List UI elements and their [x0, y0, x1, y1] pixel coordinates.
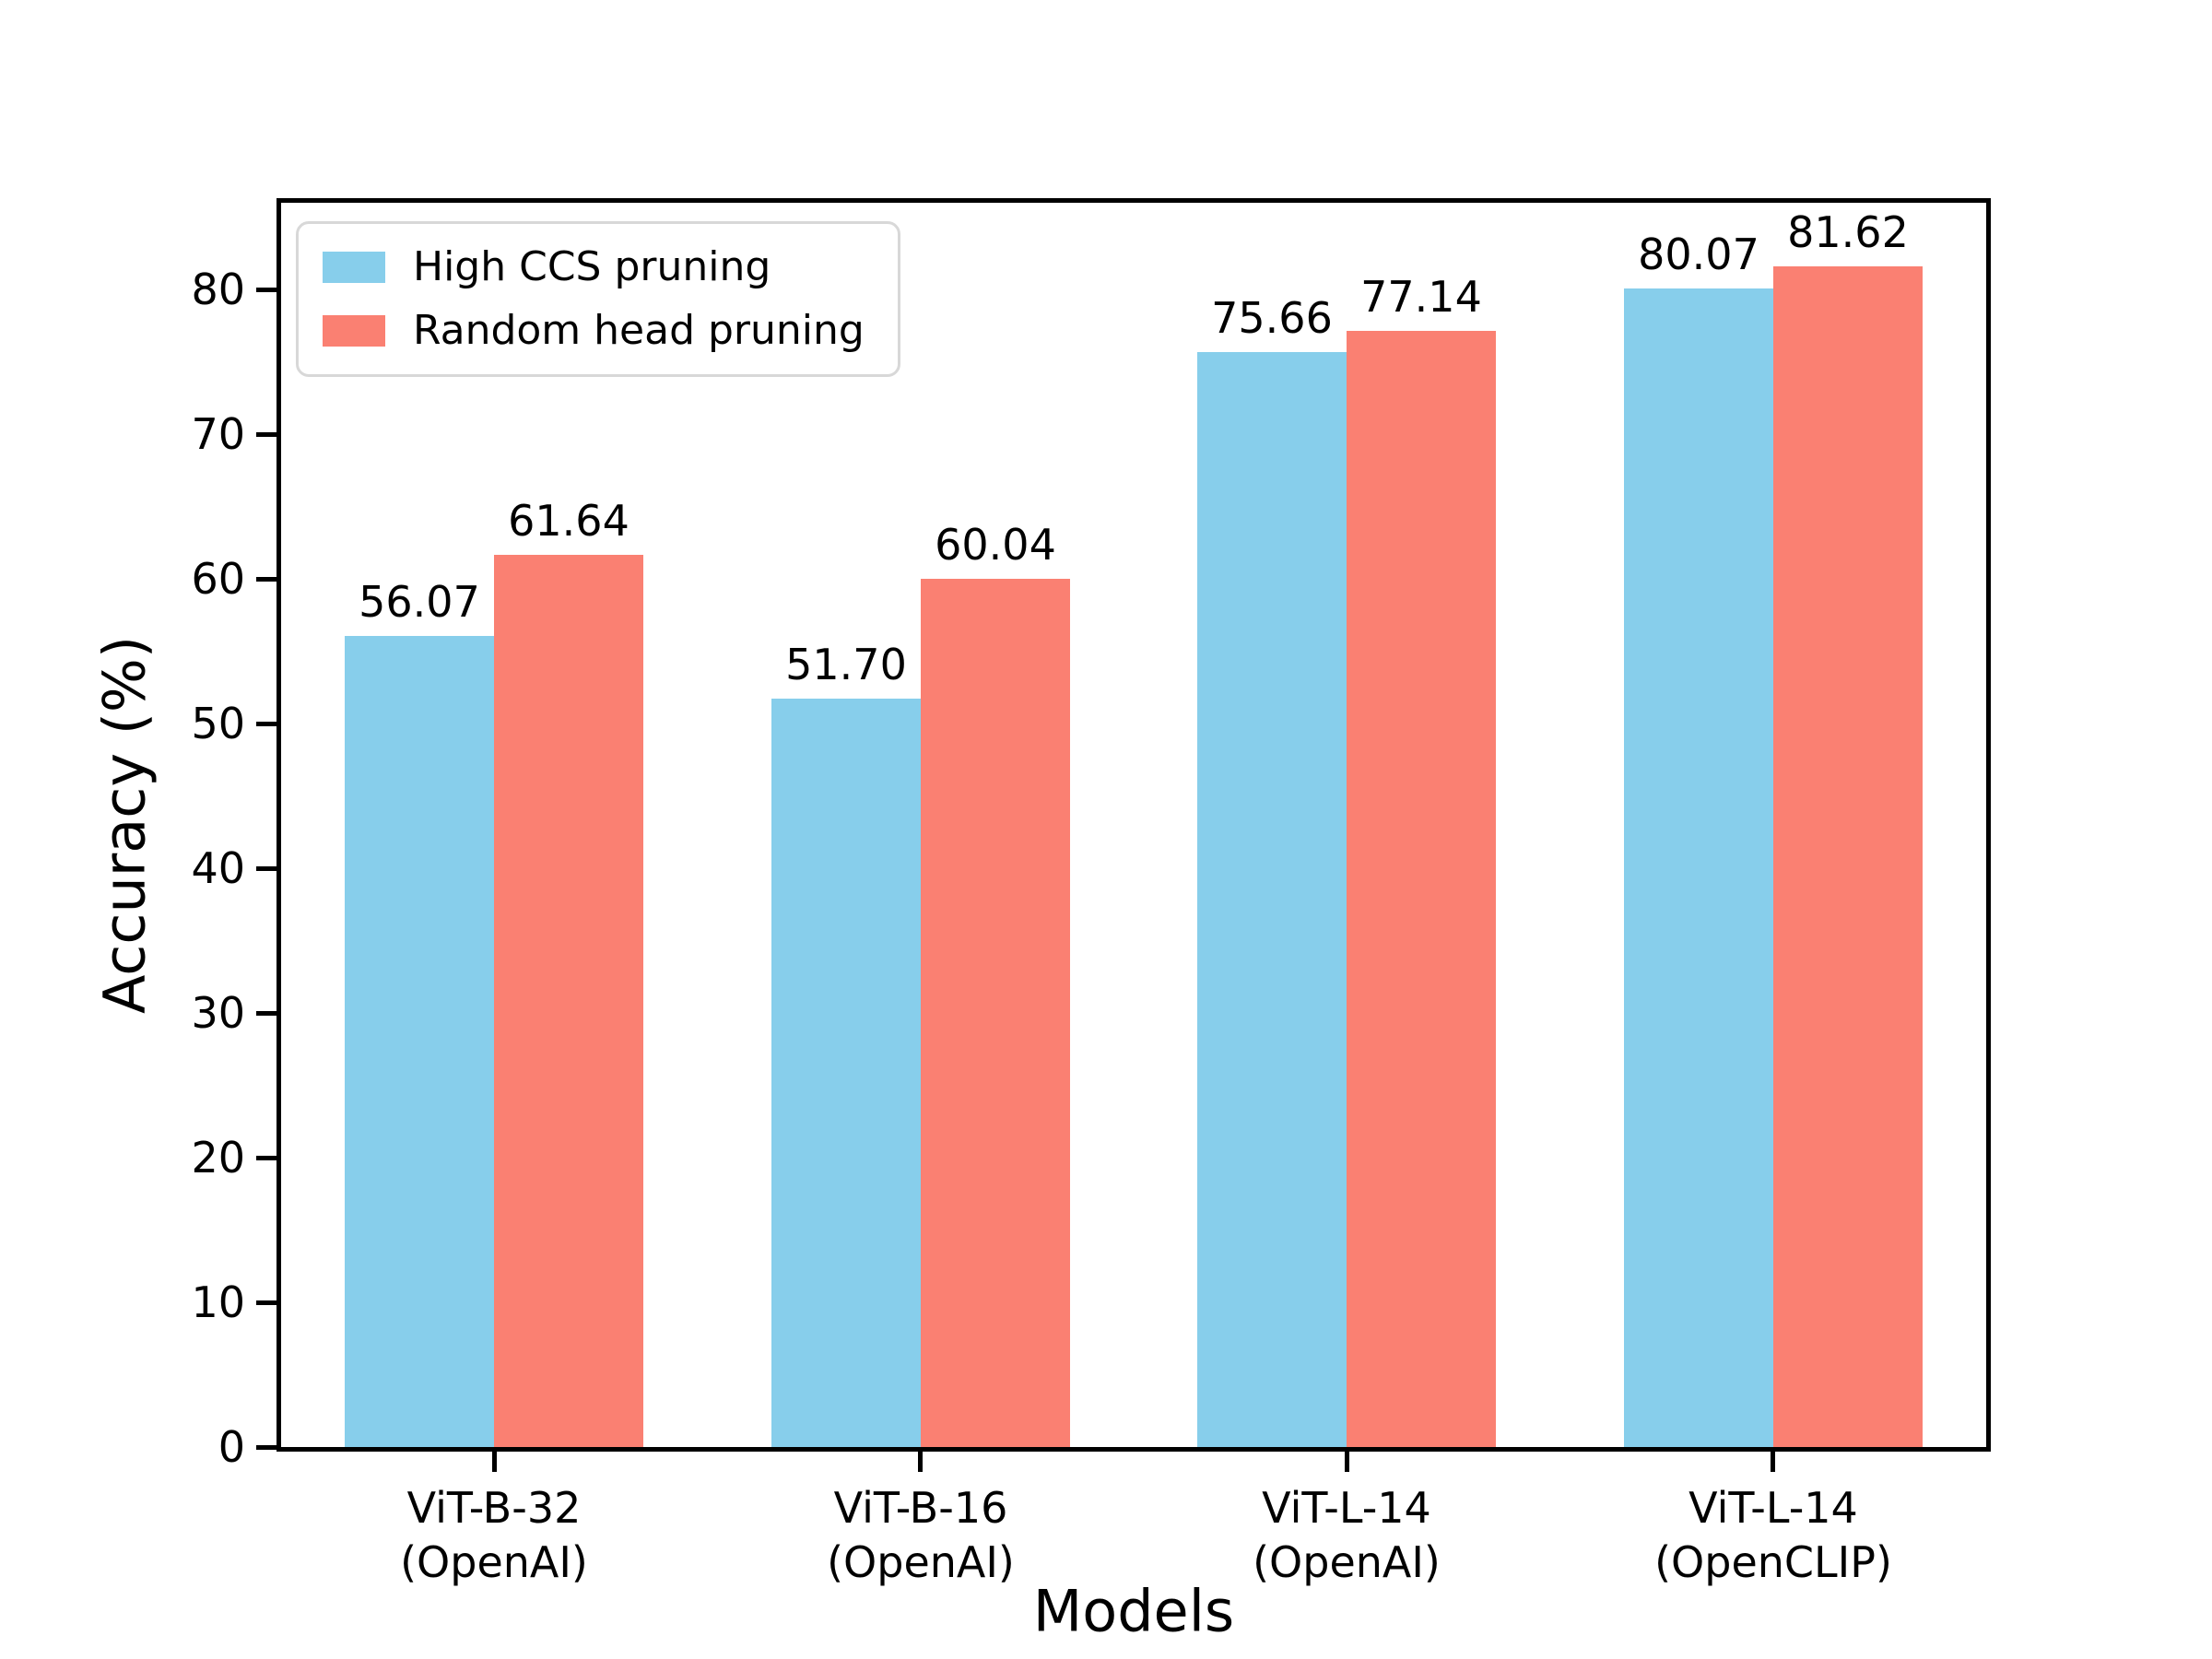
y-tick-label: 80: [191, 265, 245, 314]
bar-value-label: 75.66: [1211, 293, 1333, 343]
y-tick-mark: [256, 866, 276, 871]
x-tick-mark: [492, 1452, 497, 1472]
plot-area: High CCS pruning Random head pruning 56.…: [276, 198, 1991, 1452]
y-tick-mark: [256, 722, 276, 726]
bar-value-label: 56.07: [359, 577, 480, 627]
x-category-label: ViT-B-32 (OpenAI): [400, 1483, 588, 1587]
x-axis-title: Models: [1032, 1577, 1235, 1645]
x-category-label: ViT-L-14 (OpenCLIP): [1654, 1483, 1892, 1587]
y-tick-label: 30: [191, 988, 245, 1038]
bar-value-label: 77.14: [1360, 272, 1482, 322]
y-tick-mark: [256, 1445, 276, 1450]
x-category-label: ViT-L-14 (OpenAI): [1253, 1483, 1441, 1587]
bar: [494, 555, 643, 1447]
x-tick-mark: [1345, 1452, 1349, 1472]
bar: [1773, 266, 1923, 1447]
bar-value-label: 80.07: [1638, 229, 1759, 279]
y-tick-mark: [256, 1011, 276, 1016]
legend-swatch-high-ccs-icon: [323, 252, 385, 284]
y-tick-mark: [256, 1300, 276, 1305]
y-tick-label: 20: [191, 1133, 245, 1182]
y-tick-mark: [256, 288, 276, 292]
x-category-label: ViT-B-16 (OpenAI): [827, 1483, 1015, 1587]
legend-swatch-random-head-icon: [323, 314, 385, 347]
bar: [345, 636, 494, 1447]
bar: [771, 699, 921, 1447]
y-tick-mark: [256, 432, 276, 437]
bar: [1624, 288, 1773, 1447]
legend-label-random-head: Random head pruning: [413, 306, 865, 354]
y-tick-label: 40: [191, 843, 245, 893]
bar: [921, 579, 1070, 1447]
y-tick-mark: [256, 577, 276, 582]
y-tick-label: 10: [191, 1277, 245, 1327]
x-tick-mark: [918, 1452, 923, 1472]
bar-value-label: 60.04: [935, 520, 1056, 570]
y-tick-label: 60: [191, 554, 245, 604]
x-tick-mark: [1771, 1452, 1775, 1472]
bar-value-label: 51.70: [785, 640, 907, 689]
y-tick-label: 0: [218, 1422, 245, 1472]
legend-label-high-ccs: High CCS pruning: [413, 243, 771, 290]
y-tick-mark: [256, 1156, 276, 1160]
y-tick-label: 70: [191, 409, 245, 459]
bar: [1197, 352, 1347, 1447]
bar-value-label: 61.64: [508, 496, 629, 546]
bar-value-label: 81.62: [1787, 207, 1909, 257]
y-axis-title: Accuracy (%): [90, 635, 159, 1015]
legend: High CCS pruning Random head pruning: [296, 221, 900, 378]
bar: [1347, 331, 1496, 1447]
legend-item-high-ccs: High CCS pruning: [323, 243, 865, 291]
legend-item-random-head: Random head pruning: [323, 306, 865, 355]
y-tick-label: 50: [191, 699, 245, 748]
